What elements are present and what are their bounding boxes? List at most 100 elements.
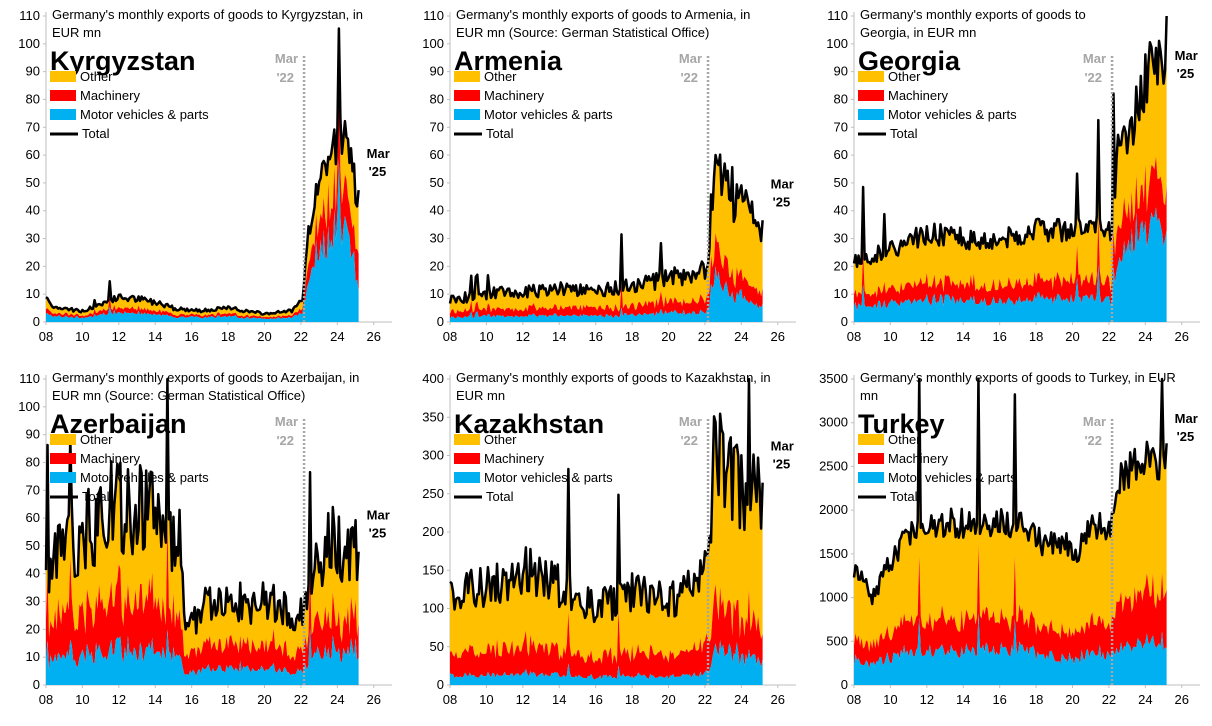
y-tick-label: 50 xyxy=(430,639,444,654)
mar22-year-label: '22 xyxy=(1084,70,1102,85)
x-tick-label: 22 xyxy=(1102,692,1116,707)
x-tick-label: 26 xyxy=(771,329,785,344)
x-tick-label: 08 xyxy=(847,329,861,344)
y-tick-label: 60 xyxy=(26,510,40,525)
legend-label-other: Other xyxy=(888,69,921,84)
y-tick-label: 2000 xyxy=(819,502,848,517)
total-line xyxy=(448,153,764,304)
legend-swatch-machinery xyxy=(454,90,480,101)
y-tick-label: 90 xyxy=(430,64,444,79)
x-tick-label: 22 xyxy=(1102,329,1116,344)
chart-title-line-1: Germany's monthly exports of goods to Ar… xyxy=(456,7,750,22)
mar25-year-label: '25 xyxy=(1177,66,1195,81)
mar22-label: Mar xyxy=(1083,51,1106,66)
legend-label-machinery: Machinery xyxy=(484,451,544,466)
y-tick-label: 100 xyxy=(18,399,40,414)
y-tick-label: 1500 xyxy=(819,546,848,561)
x-tick-label: 24 xyxy=(734,329,748,344)
y-tick-label: 500 xyxy=(826,633,848,648)
y-tick-label: 1000 xyxy=(819,590,848,605)
legend-label-other: Other xyxy=(484,69,517,84)
x-tick-label: 22 xyxy=(294,692,308,707)
x-tick-label: 18 xyxy=(221,329,235,344)
legend-label-total: Total xyxy=(486,489,514,504)
y-tick-label: 70 xyxy=(430,119,444,134)
x-tick-label: 10 xyxy=(75,329,89,344)
legend-label-motor: Motor vehicles & parts xyxy=(484,107,613,122)
y-tick-label: 60 xyxy=(430,147,444,162)
legend-swatch-other xyxy=(50,434,76,445)
x-tick-label: 26 xyxy=(771,692,785,707)
legend-swatch-other xyxy=(858,434,884,445)
total-line xyxy=(45,27,360,316)
x-tick-label: 16 xyxy=(992,329,1006,344)
y-tick-label: 20 xyxy=(26,258,40,273)
x-tick-label: 08 xyxy=(443,329,457,344)
y-tick-label: 80 xyxy=(26,454,40,469)
y-tick-label: 40 xyxy=(430,203,444,218)
chart-title-line-2: EUR mn xyxy=(52,25,101,40)
mar25-label: Mar xyxy=(1175,411,1198,426)
y-tick-label: 50 xyxy=(26,175,40,190)
machinery-area xyxy=(854,544,1167,669)
motor-vehicles-area xyxy=(46,159,359,322)
motor-vehicles-area xyxy=(854,207,1167,322)
legend-swatch-machinery xyxy=(858,90,884,101)
x-tick-label: 20 xyxy=(661,329,675,344)
chart-panel-kyrgyzstan: 0 10 20 30 40 50 60 70 80 90 100 110 08 10 12 14 16 18 20 2… xyxy=(0,0,404,363)
legend-swatch-machinery xyxy=(50,90,76,101)
y-tick-label: 50 xyxy=(834,175,848,190)
x-tick-label: 24 xyxy=(734,692,748,707)
y-tick-label: 80 xyxy=(26,91,40,106)
other-area xyxy=(450,154,763,314)
y-tick-label: 3500 xyxy=(819,371,848,386)
y-tick-label: 100 xyxy=(422,601,444,616)
y-tick-label: 30 xyxy=(26,231,40,246)
chart-title-line-1: Germany's monthly exports of goods to Ky… xyxy=(52,7,363,22)
x-tick-label: 12 xyxy=(516,329,530,344)
x-tick-label: 10 xyxy=(883,692,897,707)
mar22-label: Mar xyxy=(275,51,298,66)
total-line xyxy=(44,377,360,635)
x-tick-label: 24 xyxy=(1138,329,1152,344)
motor-vehicles-area xyxy=(450,640,763,685)
mar22-year-label: '22 xyxy=(680,70,698,85)
x-tick-label: 20 xyxy=(1065,329,1079,344)
x-tick-label: 24 xyxy=(1138,692,1152,707)
mar25-label: Mar xyxy=(771,176,794,191)
legend-label-total: Total xyxy=(486,126,514,141)
legend-swatch-machinery xyxy=(454,453,480,464)
y-tick-label: 70 xyxy=(26,482,40,497)
y-tick-label: 10 xyxy=(430,286,444,301)
legend-label-motor: Motor vehicles & parts xyxy=(80,107,209,122)
x-tick-label: 14 xyxy=(956,329,970,344)
mar25-label: Mar xyxy=(367,146,390,161)
legend-swatch-other xyxy=(454,71,480,82)
mar22-year-label: '22 xyxy=(276,433,294,448)
x-tick-label: 10 xyxy=(479,329,493,344)
y-tick-label: 300 xyxy=(422,448,444,463)
y-tick-label: 40 xyxy=(834,203,848,218)
legend-swatch-other xyxy=(858,71,884,82)
chart-title-line-1: Germany's monthly exports of goods to Ka… xyxy=(456,370,771,385)
x-tick-label: 10 xyxy=(479,692,493,707)
y-tick-label: 90 xyxy=(834,64,848,79)
mar22-label: Mar xyxy=(679,51,702,66)
x-tick-label: 20 xyxy=(257,329,271,344)
legend-swatch-machinery xyxy=(858,453,884,464)
x-tick-label: 08 xyxy=(39,692,53,707)
chart-panel-armenia: 0 10 20 30 40 50 60 70 80 90 100 110 08 10 12 14 16 18 20 2… xyxy=(404,0,808,363)
x-tick-label: 12 xyxy=(516,692,530,707)
chart-title-line-1: Germany's monthly exports of goods to xyxy=(860,7,1086,22)
y-tick-label: 20 xyxy=(26,621,40,636)
mar22-label: Mar xyxy=(1083,414,1106,429)
chart-panel-kazakhstan: 0 50 100 150 200 250 300 350 400 08 10 12 14 16 18 20 22… xyxy=(404,363,808,726)
legend-label-motor: Motor vehicles & parts xyxy=(484,470,613,485)
x-tick-label: 18 xyxy=(625,329,639,344)
y-tick-label: 30 xyxy=(430,231,444,246)
x-tick-label: 14 xyxy=(552,692,566,707)
machinery-area xyxy=(854,156,1167,311)
mar25-year-label: '25 xyxy=(369,526,387,541)
y-tick-label: 200 xyxy=(422,524,444,539)
y-tick-label: 10 xyxy=(26,649,40,664)
